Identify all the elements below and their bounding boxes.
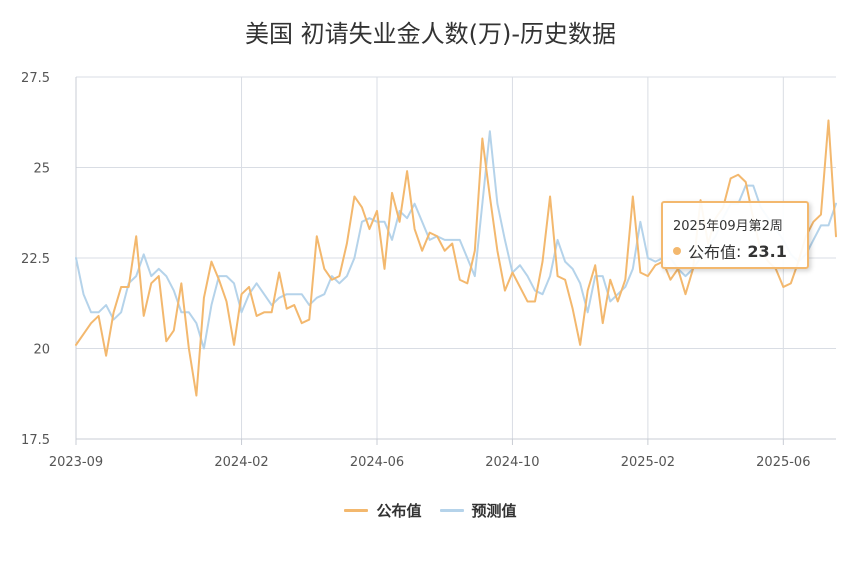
y-tick-label: 25 [33,162,50,177]
x-tick-label: 2024-06 [350,455,404,470]
legend-swatch-published [344,509,369,512]
x-tick-label: 2024-02 [214,455,268,470]
y-tick-label: 22.5 [21,252,50,267]
y-tick-label: 17.5 [21,433,50,448]
chart-legend: 公布值 预测值 [0,500,861,521]
x-tick-label: 2025-06 [756,455,810,470]
legend-label-published: 公布值 [376,502,422,520]
x-tick-label: 2023-09 [49,455,103,470]
tooltip-value: 23.1 [747,241,787,261]
legend-item-forecast[interactable]: 预测值 [439,500,517,521]
data-tooltip: 2025年09月第2周 公布值: 23.1 [661,201,809,269]
x-tick-label: 2024-10 [485,455,539,470]
tooltip-series-dot [673,247,681,255]
y-tick-label: 27.5 [21,71,50,86]
legend-label-forecast: 预测值 [471,502,517,520]
tooltip-series-name: 公布值 [688,243,737,262]
y-tick-label: 20 [33,343,50,358]
chart-title: 美国 初请失业金人数(万)-历史数据 [244,20,616,48]
tooltip-row: 公布值: 23.1 [673,239,807,263]
y-axis-tick-labels: 17.5 20 22.5 25 27.5 [21,71,50,448]
legend-item-published[interactable]: 公布值 [344,500,422,521]
tooltip-date: 2025年09月第2周 [673,219,783,234]
legend-swatch-forecast [439,509,464,512]
x-axis-tick-labels: 2023-09 2024-02 2024-06 2024-10 2025-02 2025-… [49,455,811,470]
x-tick-label: 2025-02 [621,455,675,470]
